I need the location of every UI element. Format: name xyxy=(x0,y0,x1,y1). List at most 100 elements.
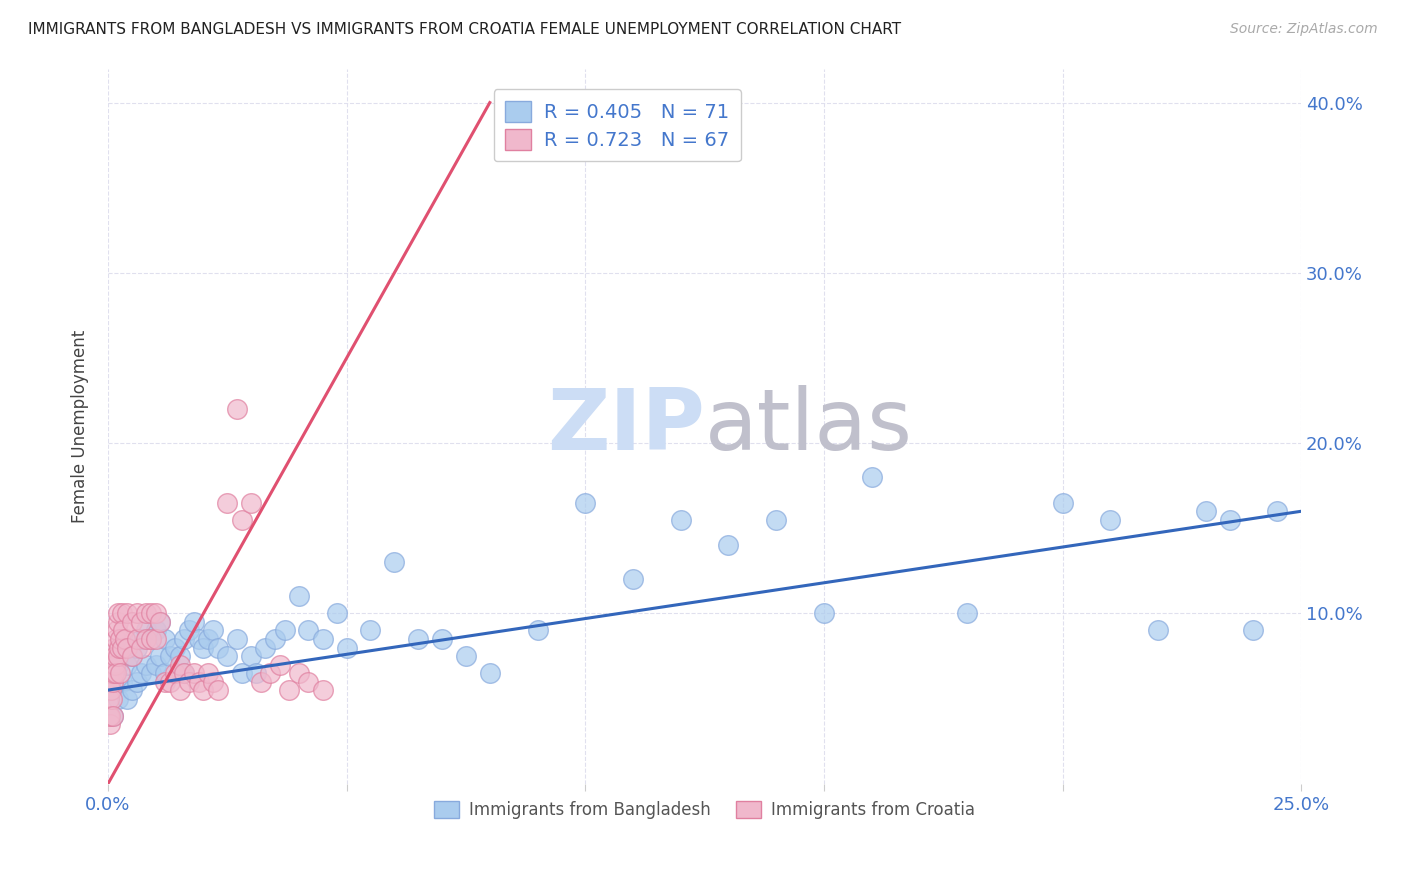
Point xyxy=(131,666,153,681)
Point xyxy=(111,640,134,655)
Text: Source: ZipAtlas.com: Source: ZipAtlas.com xyxy=(1230,22,1378,37)
Point xyxy=(139,666,162,681)
Point xyxy=(112,624,135,638)
Point xyxy=(225,402,247,417)
Point xyxy=(956,607,979,621)
Point xyxy=(193,640,215,655)
Point xyxy=(104,632,127,646)
Point xyxy=(288,666,311,681)
Point xyxy=(201,624,224,638)
Point xyxy=(100,708,122,723)
Point xyxy=(115,607,138,621)
Point xyxy=(111,674,134,689)
Point xyxy=(813,607,835,621)
Point xyxy=(326,607,349,621)
Point xyxy=(621,573,644,587)
Point xyxy=(225,632,247,646)
Point xyxy=(139,632,162,646)
Point xyxy=(135,657,157,672)
Point xyxy=(107,657,129,672)
Point xyxy=(101,708,124,723)
Point xyxy=(860,470,883,484)
Point xyxy=(669,513,692,527)
Point xyxy=(179,624,201,638)
Point xyxy=(197,632,219,646)
Point xyxy=(98,717,121,731)
Point xyxy=(155,666,177,681)
Point xyxy=(297,674,319,689)
Point xyxy=(139,632,162,646)
Point xyxy=(264,632,287,646)
Point xyxy=(115,657,138,672)
Point xyxy=(173,666,195,681)
Point xyxy=(478,666,501,681)
Point xyxy=(169,657,191,672)
Point xyxy=(187,674,209,689)
Point xyxy=(183,615,205,629)
Point xyxy=(115,691,138,706)
Point xyxy=(163,666,186,681)
Point xyxy=(1052,496,1074,510)
Point xyxy=(111,640,134,655)
Point xyxy=(145,632,167,646)
Point xyxy=(574,496,596,510)
Point xyxy=(430,632,453,646)
Point xyxy=(97,708,120,723)
Point xyxy=(145,607,167,621)
Point xyxy=(207,640,229,655)
Point xyxy=(526,624,548,638)
Point xyxy=(101,674,124,689)
Point xyxy=(169,683,191,698)
Point xyxy=(135,607,157,621)
Point xyxy=(125,632,148,646)
Point xyxy=(103,666,125,681)
Point xyxy=(406,632,429,646)
Point xyxy=(101,674,124,689)
Point xyxy=(1147,624,1170,638)
Point xyxy=(104,648,127,663)
Point xyxy=(1099,513,1122,527)
Point xyxy=(231,513,253,527)
Point xyxy=(259,666,281,681)
Point xyxy=(254,640,277,655)
Point xyxy=(179,674,201,689)
Y-axis label: Female Unemployment: Female Unemployment xyxy=(72,329,89,523)
Point xyxy=(125,674,148,689)
Point xyxy=(249,674,271,689)
Point xyxy=(108,666,131,681)
Point xyxy=(197,666,219,681)
Point xyxy=(269,657,291,672)
Point xyxy=(173,632,195,646)
Point xyxy=(100,666,122,681)
Point xyxy=(273,624,295,638)
Point xyxy=(159,648,181,663)
Point xyxy=(717,538,740,552)
Point xyxy=(278,683,301,698)
Point xyxy=(245,666,267,681)
Point xyxy=(169,648,191,663)
Point xyxy=(1265,504,1288,518)
Point xyxy=(139,607,162,621)
Point xyxy=(103,640,125,655)
Point xyxy=(121,615,143,629)
Point xyxy=(125,607,148,621)
Point xyxy=(155,674,177,689)
Point xyxy=(115,640,138,655)
Point xyxy=(240,648,263,663)
Point xyxy=(131,632,153,646)
Point xyxy=(108,640,131,655)
Point xyxy=(121,648,143,663)
Point xyxy=(1241,624,1264,638)
Point xyxy=(104,657,127,672)
Point xyxy=(100,674,122,689)
Point xyxy=(101,691,124,706)
Point xyxy=(121,648,143,663)
Point xyxy=(107,607,129,621)
Point xyxy=(159,674,181,689)
Point xyxy=(107,648,129,663)
Text: ZIP: ZIP xyxy=(547,384,704,467)
Point xyxy=(187,632,209,646)
Point xyxy=(108,632,131,646)
Point xyxy=(1195,504,1218,518)
Point xyxy=(107,615,129,629)
